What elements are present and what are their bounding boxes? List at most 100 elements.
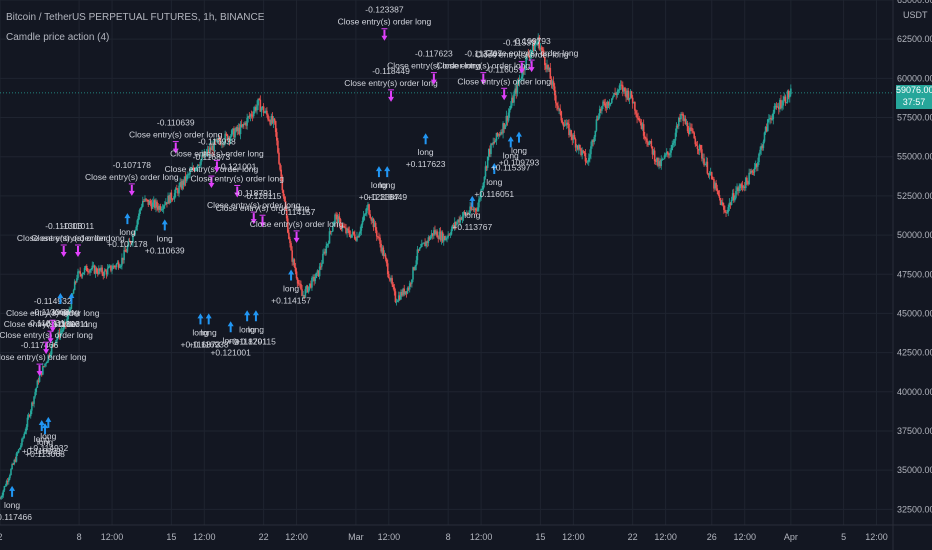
candle-body [557,105,559,109]
candle-body [256,105,258,111]
candle-body [406,288,409,294]
candle-body [426,241,429,243]
candle-body [112,265,114,269]
candle-body [493,142,496,143]
exit-arrow [250,213,257,225]
candle-body [624,87,626,92]
entry-profit-label: +0.116873 [181,339,221,349]
candle-body [782,99,784,106]
entry-arrow [227,321,234,333]
exit-pnl-label: -0.114932 [34,296,72,306]
price-axis[interactable]: 65000.00 62500.00 60000.00 57500.00 55000.00… [897,0,932,514]
candle-body [40,371,43,375]
candle-body [471,209,474,210]
candle-body [544,57,546,66]
candle-body [440,232,443,241]
entry-profit-label: +0.107178 [107,239,148,249]
y-tick-label: 47500.00 [897,269,932,279]
candle-body [21,438,23,446]
entry-profit-label: +0.118449 [367,192,407,202]
candle-body [260,108,263,112]
entry-label: long [4,500,20,510]
candle-body [115,264,118,268]
candle-body [592,140,594,143]
candle-body [193,169,196,172]
candle-body [384,254,387,259]
candle-body [623,87,625,92]
candle-body [615,93,618,96]
candle-body [179,182,181,186]
candle-body [596,119,599,121]
bar-countdown-label: 37:57 [896,96,932,109]
candle-body [513,93,515,103]
candle-body [466,212,468,215]
entry-label: long [223,335,239,345]
candle-body [159,205,162,210]
indicator-label[interactable]: Camdle price action (4) [6,32,110,43]
candle-body [474,208,477,211]
candle-body [235,127,237,132]
candle-body [574,139,577,148]
candle-body [601,106,603,111]
candle-body [50,345,53,355]
candle-body [58,332,61,337]
candle-body [614,92,616,94]
candle-body [590,146,592,155]
candle-body [575,145,578,148]
candle-body [113,265,116,267]
candle-body [81,274,84,277]
candle-body [495,132,498,141]
y-tick-label: 52500.00 [897,191,932,201]
candle-body [254,107,256,112]
candle-body [280,169,282,177]
candle-body [444,236,446,241]
candle-body [716,188,719,191]
candle-body [763,132,766,142]
candle-body [675,125,678,133]
candle-body [483,176,486,183]
candle-body [686,122,689,132]
candle-body [295,271,298,279]
candle-body [490,143,492,155]
candle-body [516,81,519,94]
time-axis[interactable]: 2 8 12:00 15 12:00 22 12:00 Mar 12:00 8 12:00 15 12:… [0,532,888,542]
candle-body [238,127,241,135]
entry-label: long [283,284,299,294]
candle-body [145,198,147,200]
candle-body [234,131,236,138]
candle-body [199,164,201,166]
candle-body [189,170,191,175]
candle-body [383,254,386,256]
candle-body [78,271,80,273]
candle-body [299,283,301,285]
entry-label: long [418,147,434,157]
candle-body [388,274,390,279]
candle-body [608,103,611,106]
exit-arrow [293,231,300,243]
candle-body [529,53,532,58]
candle-body [79,271,81,275]
entry-label: long [511,146,527,156]
x-tick-label: 2 [0,532,3,542]
candle-body [206,149,209,153]
exit-order-label: Close entry(s) order long [457,76,551,86]
candle-body [434,230,436,234]
entry-arrow [205,313,212,325]
candle-body [42,366,44,375]
candle-body [2,490,5,496]
candle-body [72,290,75,294]
candle-body [221,143,223,145]
candle-body [229,136,232,141]
candle-body [328,231,331,244]
candle-body [475,210,478,212]
candle-body [459,217,462,223]
entry-profit-label: +0.116051 [474,189,514,199]
candle-body [497,134,500,136]
candle-body [445,237,447,241]
candle-body [511,97,513,106]
entry-profit-label: +0.117466 [0,512,32,522]
candle-body [147,199,150,205]
candle-body [641,124,644,129]
x-tick-label: 12:00 [654,532,677,542]
